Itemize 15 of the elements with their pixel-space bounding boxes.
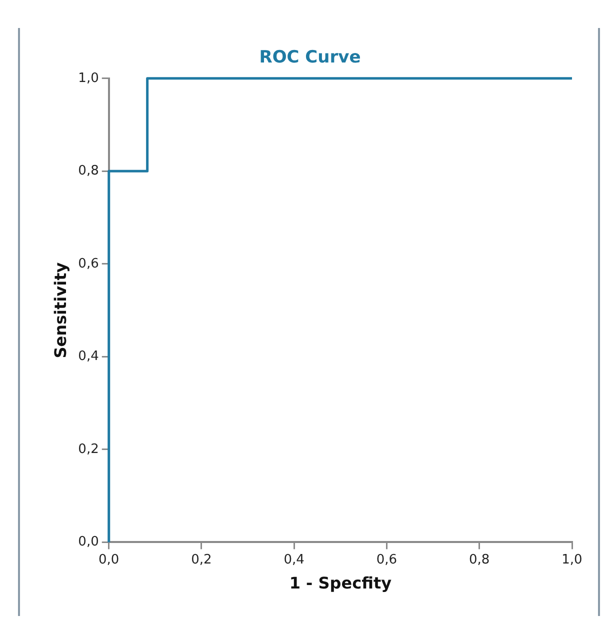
chart-title: ROC Curve — [259, 48, 361, 68]
x-tick-label: 0,2 — [191, 552, 212, 568]
y-tick-label: 0,4 — [78, 349, 99, 364]
x-tick-label: 0,6 — [376, 552, 398, 568]
y-tick-label: 0,8 — [78, 164, 99, 179]
y-tick-label: 1,0 — [78, 70, 99, 86]
x-tick-label: 1,0 — [562, 552, 582, 568]
x-tick-label: 0,0 — [98, 552, 120, 568]
y-tick-label: 0,6 — [78, 256, 99, 272]
y-tick-label: 0,2 — [78, 442, 99, 457]
y-axis-title: Sensitivity — [50, 262, 70, 358]
x-axis-title: 1 - Specfity — [289, 574, 392, 593]
x-tick-label: 0,8 — [469, 552, 490, 568]
y-tick-label: 0,0 — [78, 534, 99, 550]
x-tick-label: 0,4 — [284, 552, 304, 568]
